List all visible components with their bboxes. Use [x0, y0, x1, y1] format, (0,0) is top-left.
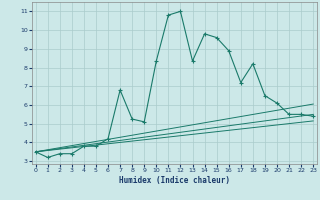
X-axis label: Humidex (Indice chaleur): Humidex (Indice chaleur): [119, 176, 230, 185]
